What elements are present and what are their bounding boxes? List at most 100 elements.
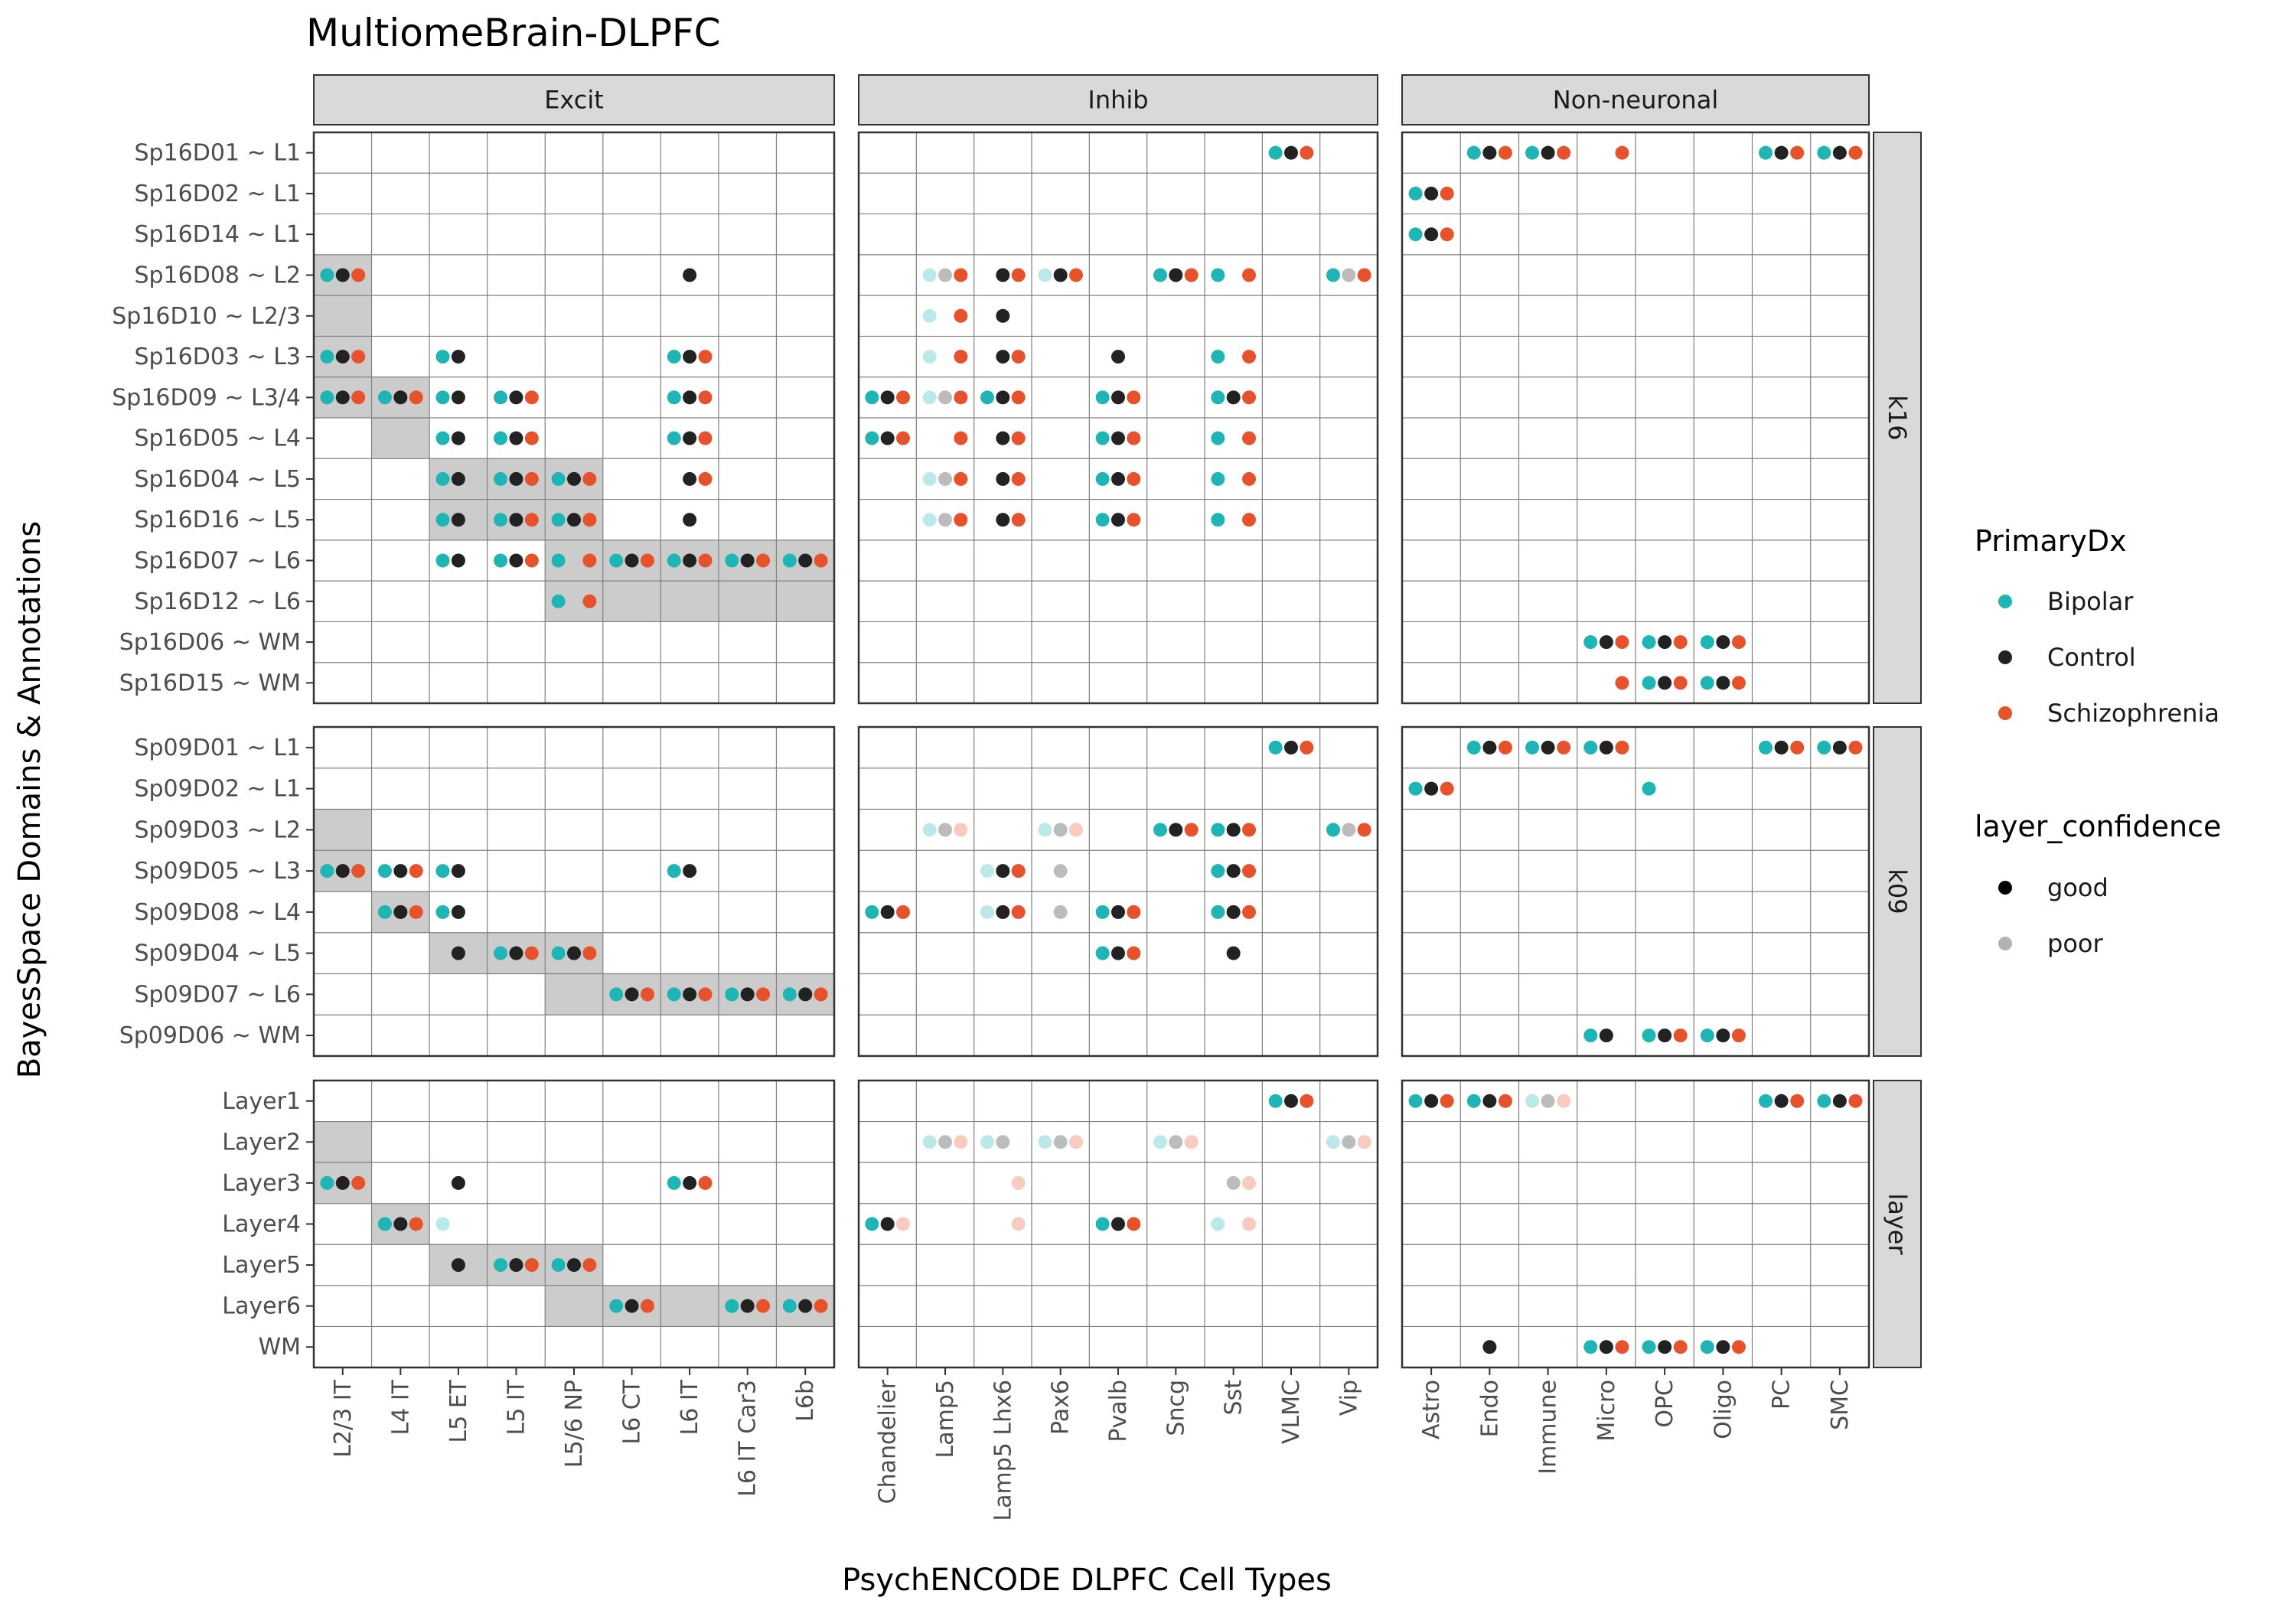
dot-l2-3-it-sp16d03-l3-c — [335, 350, 350, 364]
dot-lamp5-lhx6-sp16d16-l5-c — [996, 513, 1010, 527]
y-tick-label: Sp16D09 ~ L3/4 — [112, 384, 301, 411]
plot-title: MultiomeBrain-DLPFC — [306, 11, 721, 55]
dot-sst-sp09d03-l2-c — [1226, 823, 1241, 837]
dot-chandelier-layer4-b — [865, 1217, 879, 1231]
dot-lamp5-lhx6-sp16d09-l3-4-s — [1011, 390, 1026, 405]
dot-pc-sp16d01-l1-c — [1774, 145, 1789, 160]
dot-opc-sp09d06-wm-s — [1673, 1028, 1688, 1043]
dot-pax6-sp16d08-l2-b — [1038, 268, 1052, 282]
dot-lamp5-sp16d10-l2-3-s — [954, 308, 968, 323]
dot-l6-it-sp09d07-l6-b — [667, 987, 681, 1002]
dot-l5-et-sp16d04-l5-b — [435, 471, 450, 486]
dot-l5-it-sp16d05-l4-c — [509, 431, 523, 445]
dot-lamp5-lhx6-sp09d05-l3-c — [996, 864, 1010, 878]
y-tick-label: Sp16D02 ~ L1 — [134, 181, 301, 207]
dot-l5-et-sp16d09-l3-4-c — [451, 390, 465, 405]
dot-vip-layer2-s — [1357, 1135, 1371, 1149]
dot-l6-it-sp16d03-l3-b — [667, 350, 681, 364]
dot-astro-layer1-b — [1408, 1094, 1423, 1108]
legend-label-schizophrenia: Schizophrenia — [2047, 699, 2219, 728]
strip-inhib — [858, 74, 1378, 125]
dot-l5-6-np-sp16d16-l5-c — [567, 513, 581, 527]
dot-oligo-sp09d06-wm-s — [1731, 1028, 1746, 1043]
dot-l6-ct-sp09d07-l6-s — [640, 987, 654, 1002]
legend-title-layer-confidence: layer_confidence — [1975, 810, 2221, 843]
panel-border — [312, 725, 836, 1058]
dot-opc-sp16d15-wm-b — [1642, 676, 1656, 690]
dot-l5-et-sp09d04-l5-c — [451, 946, 465, 960]
dot-pvalb-sp16d16-l5-b — [1095, 513, 1110, 527]
dot-opc-sp16d06-wm-c — [1658, 635, 1672, 650]
dot-l6-ct-sp09d07-l6-b — [609, 987, 624, 1002]
y-tick-label: Sp16D03 ~ L3 — [134, 344, 301, 370]
dot-immune-sp16d01-l1-s — [1557, 145, 1571, 160]
dot-endo-sp09d01-l1-c — [1482, 740, 1497, 755]
dot-sst-sp16d16-l5-s — [1242, 513, 1257, 527]
point-layer — [1408, 740, 1863, 1043]
dot-l6-it-car3-sp09d07-l6-b — [725, 987, 739, 1002]
y-tick-label: WM — [258, 1334, 301, 1361]
dot-l4-it-sp09d08-l4-c — [393, 905, 408, 919]
dot-l4-it-sp16d09-l3-4-b — [377, 390, 392, 405]
dot-pvalb-sp16d04-l5-c — [1111, 471, 1125, 486]
dot-lamp5-lhx6-sp16d10-l2-3-c — [996, 308, 1010, 323]
dot-sncg-sp09d03-l2-c — [1169, 823, 1183, 837]
dot-l5-6-np-sp16d07-l6-s — [582, 553, 597, 568]
dot-sst-sp16d16-l5-b — [1211, 513, 1225, 527]
dot-immune-layer1-b — [1525, 1094, 1540, 1108]
dot-pax6-sp16d08-l2-s — [1069, 268, 1084, 282]
x-tick-label: Lamp5 — [932, 1380, 959, 1458]
dot-l4-it-layer4-b — [377, 1217, 392, 1231]
grid-layer — [314, 1081, 834, 1367]
dot-smc-sp16d01-l1-s — [1848, 145, 1863, 160]
dot-l5-6-np-sp16d12-l6-b — [551, 594, 566, 608]
dot-smc-sp09d01-l1-s — [1848, 740, 1863, 755]
dot-l6b-layer6-b — [782, 1299, 797, 1313]
dot-lamp5-lhx6-sp16d05-l4-s — [1011, 431, 1026, 445]
dot-lamp5-lhx6-sp16d04-l5-c — [996, 471, 1010, 486]
dot-micro-wm-b — [1583, 1340, 1598, 1354]
dot-opc-sp16d15-wm-s — [1673, 676, 1688, 690]
strip-layer — [1873, 1080, 1922, 1368]
x-tick-label: Endo — [1476, 1380, 1503, 1437]
dot-l5-it-sp09d04-l5-s — [524, 946, 539, 960]
dot-chandelier-sp16d09-l3-4-b — [865, 390, 879, 405]
dot-sst-sp16d05-l4-b — [1211, 431, 1225, 445]
dot-sncg-sp16d08-l2-b — [1153, 268, 1167, 282]
dot-pvalb-sp09d08-l4-b — [1095, 905, 1110, 919]
shaded-cell — [602, 581, 661, 622]
dot-pvalb-sp16d05-l4-s — [1127, 431, 1141, 445]
dot-l6-it-car3-layer6-b — [725, 1299, 739, 1313]
dot-l6-ct-sp16d07-l6-s — [640, 553, 654, 568]
dot-sst-layer4-s — [1242, 1217, 1257, 1231]
dot-l5-6-np-sp09d04-l5-b — [551, 946, 566, 960]
dot-astro-sp09d02-l1-b — [1408, 781, 1423, 796]
y-tick-label: Layer4 — [222, 1211, 301, 1238]
dot-l4-it-sp09d05-l3-c — [393, 864, 408, 878]
dot-lamp5-sp16d04-l5-c — [938, 471, 952, 486]
dot-lamp5-sp16d03-l3-s — [954, 350, 968, 364]
dot-pax6-sp09d05-l3-c — [1053, 864, 1068, 878]
dot-vlmc-sp16d01-l1-c — [1284, 145, 1298, 160]
dot-opc-wm-s — [1673, 1340, 1688, 1354]
dot-l5-et-sp09d05-l3-b — [435, 864, 450, 878]
dot-sncg-layer2-c — [1169, 1135, 1183, 1149]
y-tick-label: Sp16D16 ~ L5 — [134, 507, 301, 533]
dot-l6-it-sp16d08-l2-c — [683, 268, 697, 282]
dot-pc-layer1-c — [1774, 1094, 1789, 1108]
dot-l6b-layer6-s — [814, 1299, 828, 1313]
dot-l6-ct-layer6-c — [625, 1299, 639, 1313]
dot-l5-6-np-sp09d04-l5-s — [582, 946, 597, 960]
strip-excit — [313, 74, 835, 125]
grid-layer — [1402, 1081, 1869, 1367]
dot-pvalb-sp16d09-l3-4-c — [1111, 390, 1125, 405]
dot-l5-it-sp16d05-l4-b — [494, 431, 508, 445]
dot-l6-it-layer3-s — [698, 1175, 713, 1190]
dot-l5-et-sp16d16-l5-b — [435, 513, 450, 527]
dot-oligo-sp16d15-wm-c — [1716, 676, 1730, 690]
dot-l6-it-car3-sp16d07-l6-c — [740, 553, 755, 568]
dot-chandelier-layer4-c — [880, 1217, 895, 1231]
dot-pvalb-sp09d04-l5-c — [1111, 946, 1125, 960]
dot-vlmc-layer1-s — [1300, 1094, 1314, 1108]
dot-l6-it-sp16d09-l3-4-c — [683, 390, 697, 405]
